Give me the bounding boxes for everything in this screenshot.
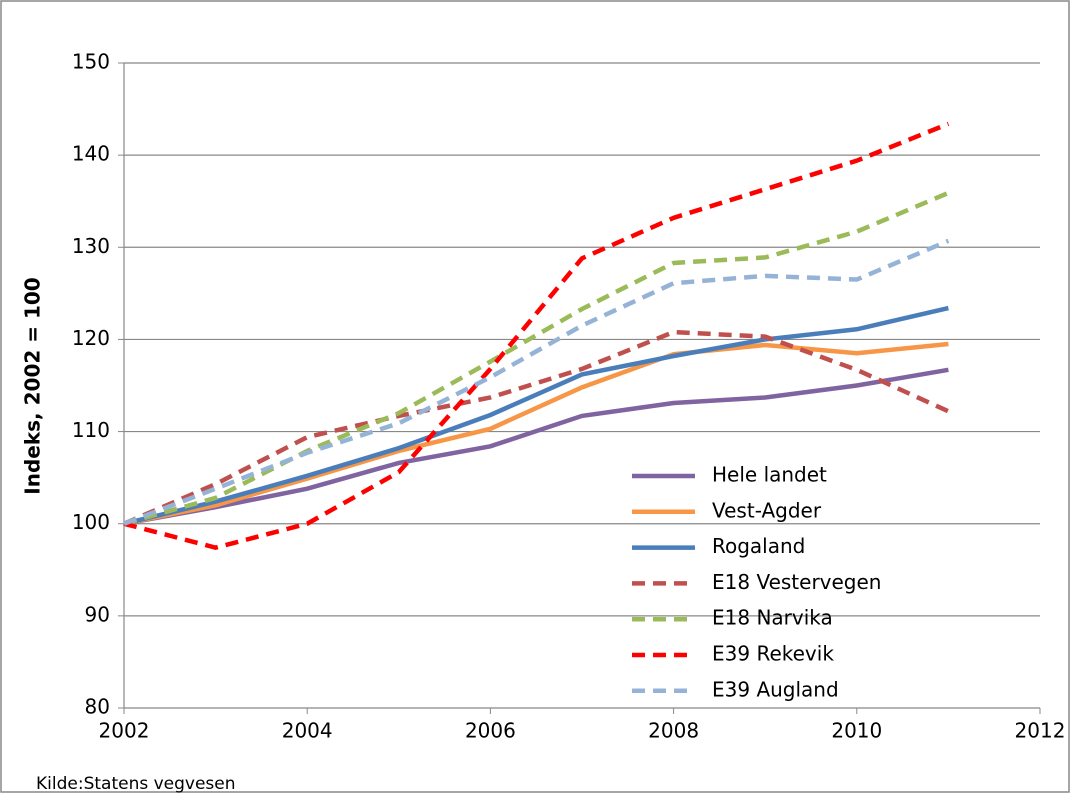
x-tick-label: 2004 <box>282 719 333 743</box>
legend-label: E39 Rekevik <box>712 642 834 666</box>
legend-label: Hele landet <box>712 463 827 487</box>
y-tick-label: 80 <box>85 695 110 719</box>
legend-label: E18 Vestervegen <box>712 570 881 594</box>
legend-label: E39 Augland <box>712 677 839 701</box>
series-line <box>123 329 950 526</box>
x-tick-label: 2008 <box>648 719 699 743</box>
series-line <box>123 121 950 550</box>
legend-label: E18 Narvika <box>712 606 833 630</box>
y-tick-label: 90 <box>85 602 110 626</box>
y-tick-label: 100 <box>72 510 110 534</box>
series-line <box>123 367 949 526</box>
legend-label: Rogaland <box>712 534 805 558</box>
series-line <box>123 341 949 526</box>
x-tick-label: 2010 <box>831 719 882 743</box>
x-tick-label: 2012 <box>1015 719 1066 743</box>
series-line <box>123 238 950 526</box>
series-line <box>123 305 949 526</box>
y-tick-label: 120 <box>72 326 110 350</box>
y-tick-label: 110 <box>72 418 110 442</box>
y-tick-label: 140 <box>72 142 110 166</box>
y-tick-label: 130 <box>72 234 110 258</box>
y-tick-label: 150 <box>72 50 110 74</box>
y-axis-label: Indeks, 2002 = 100 <box>21 277 45 494</box>
x-tick-label: 2006 <box>465 719 516 743</box>
x-tick-label: 2002 <box>99 719 150 743</box>
legend-label: Vest-Agder <box>712 498 822 522</box>
source-note: Kilde:Statens vegvesen <box>36 774 236 794</box>
